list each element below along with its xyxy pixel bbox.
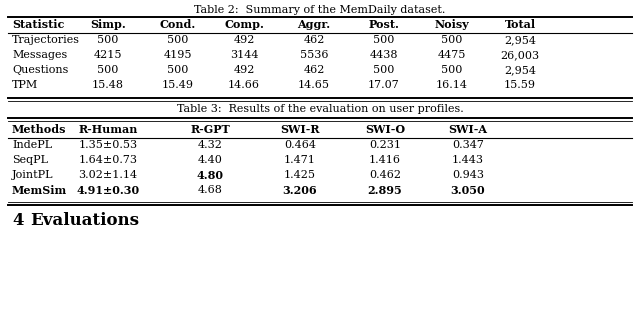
Text: 500: 500 — [442, 35, 463, 45]
Text: TPM: TPM — [12, 80, 38, 90]
Text: 2,954: 2,954 — [504, 35, 536, 45]
Text: 15.48: 15.48 — [92, 80, 124, 90]
Text: 3.02±1.14: 3.02±1.14 — [79, 170, 138, 180]
Text: 1.471: 1.471 — [284, 155, 316, 165]
Text: 17.07: 17.07 — [368, 80, 400, 90]
Text: 16.14: 16.14 — [436, 80, 468, 90]
Text: 1.64±0.73: 1.64±0.73 — [79, 155, 138, 165]
Text: R-GPT: R-GPT — [190, 124, 230, 135]
Text: 1.425: 1.425 — [284, 170, 316, 180]
Text: 15.49: 15.49 — [162, 80, 194, 90]
Text: 4.91±0.30: 4.91±0.30 — [76, 185, 140, 196]
Text: 4475: 4475 — [438, 50, 466, 60]
Text: Statistic: Statistic — [12, 19, 65, 30]
Text: Table 3:  Results of the evaluation on user profiles.: Table 3: Results of the evaluation on us… — [177, 104, 463, 114]
Text: 2,954: 2,954 — [504, 65, 536, 75]
Text: 4195: 4195 — [164, 50, 192, 60]
Text: IndePL: IndePL — [12, 140, 52, 150]
Text: Messages: Messages — [12, 50, 67, 60]
Text: 0.464: 0.464 — [284, 140, 316, 150]
Text: 500: 500 — [97, 65, 118, 75]
Text: R-Human: R-Human — [78, 124, 138, 135]
Text: 3.050: 3.050 — [451, 185, 485, 196]
Text: 4: 4 — [12, 212, 24, 229]
Text: 462: 462 — [303, 35, 324, 45]
Text: 5536: 5536 — [300, 50, 328, 60]
Text: 4.32: 4.32 — [198, 140, 223, 150]
Text: SWI-R: SWI-R — [280, 124, 320, 135]
Text: Total: Total — [504, 19, 536, 30]
Text: 492: 492 — [234, 35, 255, 45]
Text: 15.59: 15.59 — [504, 80, 536, 90]
Text: 500: 500 — [373, 35, 395, 45]
Text: Cond.: Cond. — [160, 19, 196, 30]
Text: 26,003: 26,003 — [500, 50, 540, 60]
Text: Post.: Post. — [369, 19, 399, 30]
Text: 1.443: 1.443 — [452, 155, 484, 165]
Text: 3.206: 3.206 — [283, 185, 317, 196]
Text: 4.68: 4.68 — [198, 185, 223, 195]
Text: 4.80: 4.80 — [196, 170, 223, 181]
Text: Noisy: Noisy — [435, 19, 469, 30]
Text: JointPL: JointPL — [12, 170, 54, 180]
Text: Evaluations: Evaluations — [30, 212, 139, 229]
Text: Questions: Questions — [12, 65, 68, 75]
Text: SeqPL: SeqPL — [12, 155, 48, 165]
Text: SWI-A: SWI-A — [449, 124, 488, 135]
Text: 462: 462 — [303, 65, 324, 75]
Text: Table 2:  Summary of the MemDaily dataset.: Table 2: Summary of the MemDaily dataset… — [195, 5, 445, 15]
Text: 500: 500 — [167, 35, 189, 45]
Text: 14.65: 14.65 — [298, 80, 330, 90]
Text: MemSim: MemSim — [12, 185, 67, 196]
Text: 492: 492 — [234, 65, 255, 75]
Text: Methods: Methods — [12, 124, 67, 135]
Text: 14.66: 14.66 — [228, 80, 260, 90]
Text: 0.943: 0.943 — [452, 170, 484, 180]
Text: Comp.: Comp. — [224, 19, 264, 30]
Text: Simp.: Simp. — [90, 19, 126, 30]
Text: 500: 500 — [442, 65, 463, 75]
Text: SWI-O: SWI-O — [365, 124, 405, 135]
Text: Aggr.: Aggr. — [298, 19, 331, 30]
Text: 2.895: 2.895 — [367, 185, 403, 196]
Text: 4215: 4215 — [93, 50, 122, 60]
Text: Trajectories: Trajectories — [12, 35, 80, 45]
Text: 0.347: 0.347 — [452, 140, 484, 150]
Text: 500: 500 — [373, 65, 395, 75]
Text: 0.462: 0.462 — [369, 170, 401, 180]
Text: 3144: 3144 — [230, 50, 259, 60]
Text: 4.40: 4.40 — [198, 155, 223, 165]
Text: 500: 500 — [97, 35, 118, 45]
Text: 4438: 4438 — [370, 50, 398, 60]
Text: 500: 500 — [167, 65, 189, 75]
Text: 0.231: 0.231 — [369, 140, 401, 150]
Text: 1.416: 1.416 — [369, 155, 401, 165]
Text: 1.35±0.53: 1.35±0.53 — [79, 140, 138, 150]
